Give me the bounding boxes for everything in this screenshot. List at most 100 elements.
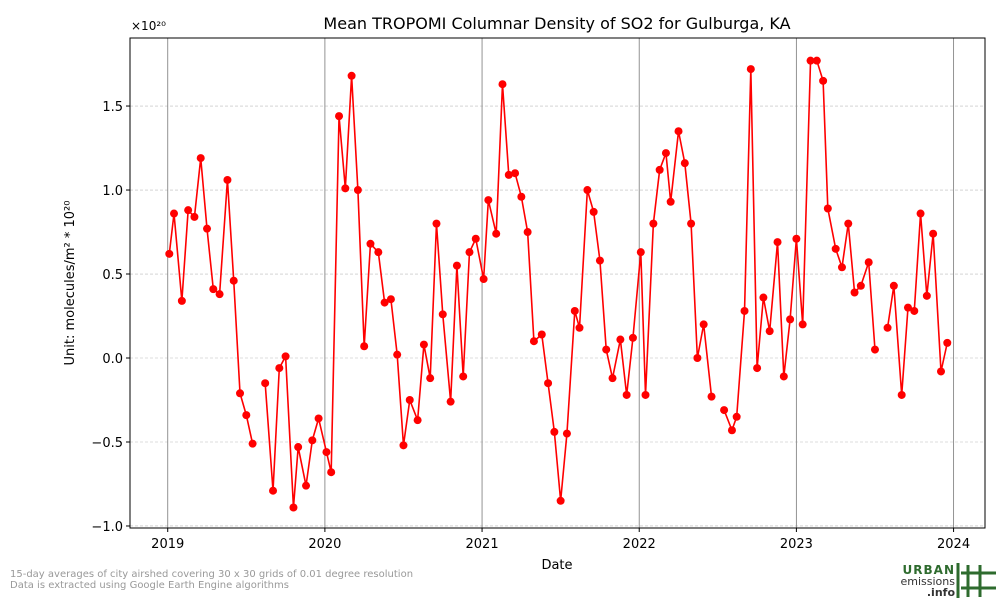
data-point	[459, 372, 468, 381]
data-point	[753, 364, 762, 373]
data-point	[779, 372, 788, 381]
data-point	[471, 234, 480, 243]
footnote: Data is extracted using Google Earth Eng…	[10, 580, 289, 591]
data-point	[229, 276, 238, 285]
data-point	[641, 390, 650, 399]
data-point	[636, 248, 645, 257]
data-point	[308, 436, 317, 445]
data-point	[209, 285, 218, 294]
data-point	[374, 248, 383, 257]
data-point	[812, 56, 821, 65]
data-point	[850, 288, 859, 297]
data-point	[916, 209, 925, 218]
data-point	[314, 414, 323, 423]
data-point	[393, 350, 402, 359]
footnote: 15-day averages of city airshed covering…	[10, 569, 413, 580]
data-point	[196, 154, 205, 163]
data-point	[622, 390, 631, 399]
logo-text: URBAN	[903, 563, 955, 577]
data-point	[386, 295, 395, 304]
data-point	[446, 397, 455, 406]
data-point	[399, 441, 408, 450]
data-point	[759, 293, 768, 302]
data-point	[674, 127, 683, 136]
data-point	[550, 427, 559, 436]
data-point	[727, 426, 736, 435]
data-point	[922, 291, 931, 300]
data-point	[910, 306, 919, 315]
data-point	[223, 175, 232, 184]
data-point	[616, 335, 625, 344]
data-point	[426, 374, 435, 383]
data-line	[723, 59, 876, 433]
data-point	[699, 320, 708, 329]
data-point	[608, 374, 617, 383]
data-point	[281, 352, 290, 361]
data-point	[773, 238, 782, 247]
data-point	[302, 481, 311, 490]
data-point	[693, 354, 702, 363]
data-point	[327, 468, 336, 477]
data-point	[903, 303, 912, 312]
data-point	[289, 503, 298, 512]
data-point	[261, 379, 270, 388]
y-tick-label: 1.0	[102, 184, 123, 199]
data-point	[864, 258, 873, 267]
data-point	[275, 364, 284, 373]
data-point	[583, 186, 592, 195]
data-point	[405, 395, 414, 404]
data-point	[819, 76, 828, 85]
data-point	[438, 310, 447, 319]
data-point	[465, 248, 474, 257]
data-point	[936, 367, 945, 376]
data-point	[740, 306, 749, 315]
data-point	[203, 224, 212, 233]
data-point	[680, 159, 689, 168]
data-point	[943, 338, 952, 347]
data-point	[432, 219, 441, 228]
data-point	[452, 261, 461, 270]
data-line	[168, 158, 254, 444]
data-point	[707, 392, 716, 401]
data-point	[479, 275, 488, 284]
data-point	[322, 448, 331, 457]
data-point	[562, 429, 571, 438]
data-point	[856, 281, 865, 290]
y-tick-label: 1.5	[102, 100, 123, 115]
data-point	[883, 323, 892, 332]
data-point	[765, 327, 774, 336]
data-point	[413, 416, 422, 425]
x-axis-label: Date	[541, 558, 572, 573]
data-point	[529, 337, 538, 346]
x-tick-label: 2023	[780, 537, 813, 552]
data-point	[184, 206, 193, 215]
data-point	[544, 379, 553, 388]
data-point	[190, 212, 199, 221]
data-point	[720, 406, 729, 415]
data-point	[341, 184, 350, 193]
data-line	[264, 75, 713, 508]
data-point	[655, 165, 664, 174]
data-point	[844, 219, 853, 228]
y-axis-label: Unit: molecules/m² * 10²⁰	[63, 201, 78, 366]
x-tick-label: 2019	[151, 537, 184, 552]
data-point	[511, 169, 520, 178]
data-point	[269, 486, 278, 495]
x-tick-label: 2021	[466, 537, 499, 552]
data-point	[602, 345, 611, 354]
data-point	[837, 263, 846, 272]
data-point	[492, 229, 501, 238]
data-point	[687, 219, 696, 228]
data-point	[170, 209, 179, 218]
chart-title: Mean TROPOMI Columnar Density of SO2 for…	[323, 14, 790, 33]
data-point	[628, 333, 637, 342]
data-point	[353, 186, 362, 195]
data-point	[366, 239, 375, 248]
data-point	[792, 234, 801, 243]
data-point	[380, 298, 389, 307]
data-point	[889, 281, 898, 290]
data-point	[798, 320, 807, 329]
logo-text: .info	[927, 586, 956, 599]
data-point	[595, 256, 604, 265]
